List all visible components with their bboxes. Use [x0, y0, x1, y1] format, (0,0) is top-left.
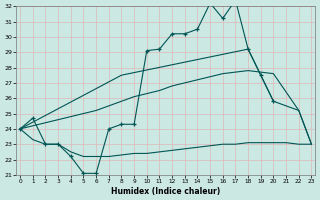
- X-axis label: Humidex (Indice chaleur): Humidex (Indice chaleur): [111, 187, 220, 196]
